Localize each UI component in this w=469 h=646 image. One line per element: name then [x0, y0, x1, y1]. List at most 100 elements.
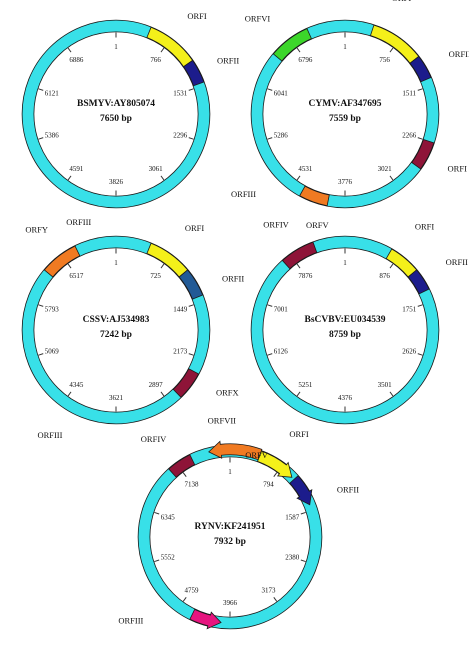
tick-label: 1511	[402, 90, 416, 98]
orf-segment	[178, 269, 204, 300]
tick-label: 6121	[45, 90, 60, 98]
orf-segment	[411, 138, 435, 170]
genome-ring	[251, 236, 439, 424]
tick-label: 3061	[149, 165, 164, 173]
orf-label: ORFIV	[263, 219, 289, 229]
orf-label: ORFV	[245, 450, 269, 460]
orf-label: ORFI	[185, 223, 205, 233]
tick-label: 2897	[149, 381, 164, 389]
tick-mark	[188, 353, 194, 356]
tick-label: 5251	[298, 381, 313, 389]
tick-mark	[417, 353, 423, 356]
genome-map-bscvbv: BsCVBV:EU034539 8759 bp 1 876 1751 2626 3501…	[250, 219, 468, 425]
tick-label: 5069	[45, 347, 60, 355]
tick-mark	[417, 88, 423, 91]
map-name: CSSV:AJ534983	[83, 315, 150, 325]
orf-segment	[43, 245, 81, 278]
tick-mark	[296, 263, 301, 269]
map-size: 7559 bp	[329, 114, 361, 124]
map-size: 7932 bp	[214, 537, 246, 547]
orf-segment	[189, 608, 222, 630]
orf-label: ORFI	[415, 221, 435, 231]
map-size: 7650 bp	[100, 114, 132, 124]
orf-label: ORFII	[222, 273, 244, 283]
orf-label: ORFII	[217, 55, 239, 65]
orf-label: ORFI	[448, 164, 468, 174]
tick-label: 4759	[185, 586, 200, 594]
tick-mark	[296, 47, 301, 53]
tick-label: 1	[114, 259, 118, 267]
tick-mark	[273, 472, 278, 478]
orf-label: ORFI	[289, 429, 309, 439]
tick-label: 1	[343, 43, 347, 51]
orf-label: ORFIV	[141, 434, 167, 444]
tick-label: 2626	[402, 347, 417, 355]
tick-label: 3966	[223, 599, 238, 607]
map-size: 8759 bp	[329, 330, 361, 340]
tick-mark	[389, 391, 394, 397]
tick-label: 6517	[69, 272, 84, 280]
tick-label: 6126	[274, 347, 289, 355]
orf-label: ORFVI	[245, 13, 271, 23]
tick-label: 4531	[298, 165, 313, 173]
tick-mark	[160, 175, 165, 181]
tick-label: 3826	[109, 178, 124, 186]
genome-ring	[22, 20, 210, 208]
tick-label: 725	[150, 272, 161, 280]
tick-label: 7001	[274, 306, 289, 314]
tick-mark	[300, 559, 306, 563]
map-name: CYMV:AF347695	[308, 99, 381, 109]
tick-mark	[267, 88, 273, 91]
orf-label: ORFY	[25, 224, 48, 234]
tick-label: 5386	[45, 131, 60, 139]
orf-segment	[257, 450, 293, 478]
tick-mark	[67, 175, 72, 181]
orf-segment	[407, 269, 430, 295]
tick-label: 6345	[161, 513, 176, 521]
genome-ring	[22, 236, 210, 424]
orf-segment	[208, 440, 263, 461]
tick-label: 7876	[298, 272, 313, 280]
map-size: 7242 bp	[100, 330, 132, 340]
orf-segment	[272, 28, 312, 62]
orf-segment	[409, 55, 432, 83]
tick-label: 2266	[402, 131, 417, 139]
tick-mark	[296, 391, 301, 397]
tick-mark	[296, 175, 301, 181]
tick-label: 5552	[161, 554, 176, 562]
tick-mark	[267, 304, 273, 307]
orf-segment	[385, 248, 418, 278]
tick-label: 756	[379, 56, 390, 64]
tick-mark	[300, 511, 306, 515]
tick-label: 3501	[378, 381, 393, 389]
tick-mark	[38, 88, 44, 91]
tick-label: 6796	[298, 56, 313, 64]
orf-label: ORFIII	[231, 189, 256, 199]
tick-label: 3021	[378, 165, 393, 173]
tick-mark	[182, 596, 187, 602]
tick-mark	[67, 391, 72, 397]
orf-label: ORFI	[392, 0, 412, 3]
tick-mark	[154, 559, 160, 563]
orf-label: ORFVII	[208, 415, 237, 425]
tick-label: 1	[114, 43, 118, 51]
tick-mark	[389, 263, 394, 269]
orf-segment	[289, 475, 313, 506]
genome-map-rynv: RYNV:KF241951 7932 bp 1 794 1587 2380 3173 39…	[118, 415, 359, 630]
orf-label: ORFIII	[66, 217, 91, 227]
tick-label: 1751	[402, 306, 417, 314]
tick-label: 1	[343, 259, 347, 267]
tick-mark	[67, 263, 72, 269]
tick-label: 1531	[173, 90, 188, 98]
tick-label: 4376	[338, 394, 353, 402]
map-name: BSMYV:AY805074	[77, 99, 155, 109]
tick-mark	[417, 304, 423, 307]
orf-label: ORFIII	[37, 430, 62, 440]
tick-label: 3173	[262, 586, 277, 594]
map-name: BsCVBV:EU034539	[305, 315, 386, 325]
tick-label: 5793	[45, 306, 60, 314]
tick-mark	[188, 304, 194, 307]
tick-label: 2296	[173, 131, 188, 139]
genome-ring	[251, 20, 439, 208]
